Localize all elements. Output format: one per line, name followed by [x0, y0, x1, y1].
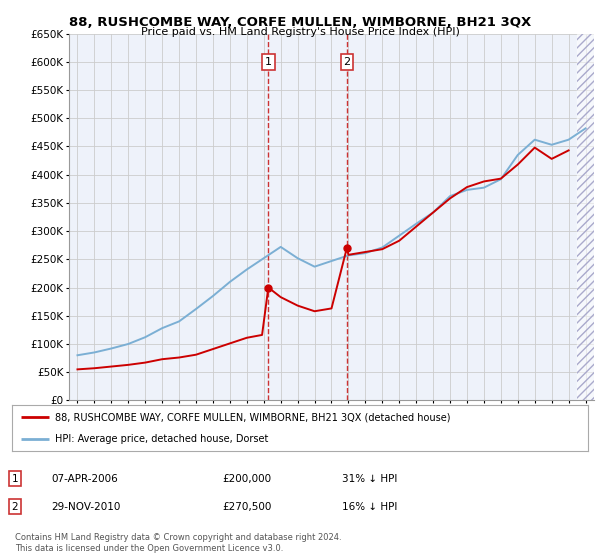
Bar [577, 34, 594, 400]
Text: 88, RUSHCOMBE WAY, CORFE MULLEN, WIMBORNE, BH21 3QX (detached house): 88, RUSHCOMBE WAY, CORFE MULLEN, WIMBORN… [55, 412, 451, 422]
Text: £200,000: £200,000 [222, 474, 271, 484]
Text: 29-NOV-2010: 29-NOV-2010 [51, 502, 121, 512]
Text: £270,500: £270,500 [222, 502, 271, 512]
Text: 31% ↓ HPI: 31% ↓ HPI [342, 474, 397, 484]
Bar [577, 34, 594, 400]
Text: 07-APR-2006: 07-APR-2006 [51, 474, 118, 484]
Text: Contains HM Land Registry data © Crown copyright and database right 2024.
This d: Contains HM Land Registry data © Crown c… [15, 533, 341, 553]
Text: 2: 2 [11, 502, 19, 512]
Text: 2: 2 [343, 57, 350, 67]
Text: HPI: Average price, detached house, Dorset: HPI: Average price, detached house, Dors… [55, 435, 269, 444]
Text: Price paid vs. HM Land Registry's House Price Index (HPI): Price paid vs. HM Land Registry's House … [140, 27, 460, 37]
Text: 16% ↓ HPI: 16% ↓ HPI [342, 502, 397, 512]
Text: 88, RUSHCOMBE WAY, CORFE MULLEN, WIMBORNE, BH21 3QX: 88, RUSHCOMBE WAY, CORFE MULLEN, WIMBORN… [69, 16, 531, 29]
Text: 1: 1 [265, 57, 272, 67]
Text: 1: 1 [11, 474, 19, 484]
